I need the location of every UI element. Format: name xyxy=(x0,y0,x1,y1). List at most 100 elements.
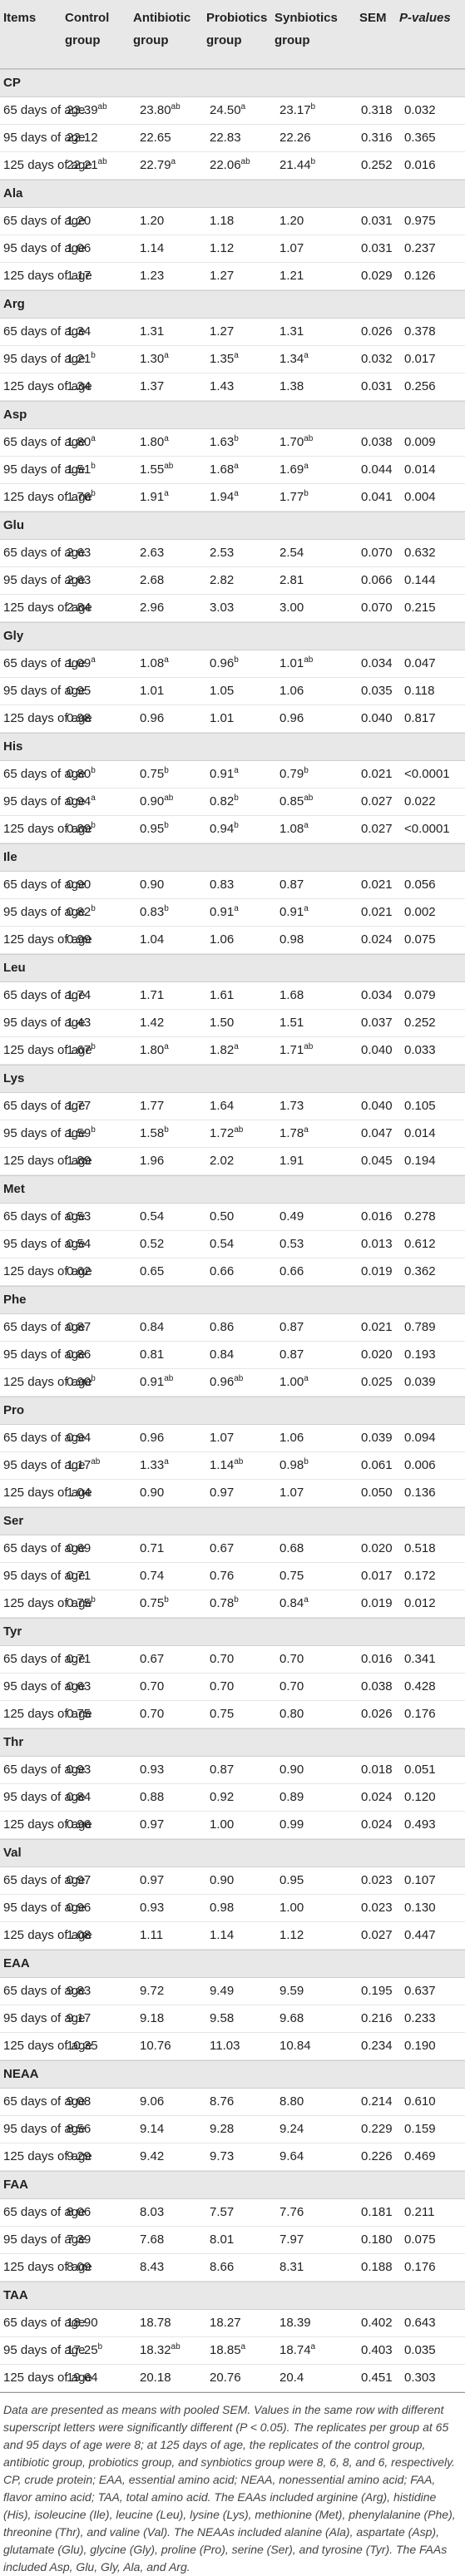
row-label: 65 days of age xyxy=(3,1320,86,1334)
control-value: 17.25b xyxy=(67,2342,102,2359)
synbiotics-value: 0.68 xyxy=(279,1540,304,1557)
antibiotic-value: 1.71 xyxy=(140,987,164,1004)
cell-value: 1.06 xyxy=(279,1431,304,1445)
table-row: 65 days of age 0.94 0.96 1.07 1.06 0.039 0.094 xyxy=(0,1425,465,1452)
sem-value: 0.019 xyxy=(361,1264,393,1278)
synbiotics-value: 9.24 xyxy=(279,2121,304,2138)
row-label: 65 days of age xyxy=(3,214,86,228)
significance-letter: b xyxy=(234,1595,239,1604)
row-label: 95 days of age xyxy=(3,573,86,587)
significance-letter: ab xyxy=(304,434,314,443)
probiotics-value: 1.06 xyxy=(210,932,234,948)
table-row: 65 days of age 0.87 0.84 0.86 0.87 0.021 0.789 xyxy=(0,1314,465,1342)
cell-value: 0.96 xyxy=(279,711,304,725)
cell-value: 10.84 xyxy=(279,2039,311,2053)
section-label: Met xyxy=(3,1182,25,1196)
probiotics-value: 1.82a xyxy=(210,1042,239,1059)
control-value: 0.99 xyxy=(67,932,91,948)
cell-value: 8.09 xyxy=(67,2260,92,2274)
sem-value: 0.318 xyxy=(361,103,393,117)
section-label: His xyxy=(3,739,23,754)
antibiotic-value: 0.65 xyxy=(140,1263,164,1280)
row-label: 65 days of age xyxy=(3,103,86,117)
synbiotics-value: 2.54 xyxy=(279,545,304,561)
table-row: 65 days of age 23.39ab 23.80ab 24.50a 23.17b… xyxy=(0,97,465,125)
cell-value: 8.80 xyxy=(279,2094,304,2109)
cell-value: 0.76 xyxy=(210,1569,235,1583)
cell-value: 0.71 xyxy=(140,1541,165,1555)
cell-value: 1.07 xyxy=(279,1486,304,1500)
sem-value: 0.016 xyxy=(361,1652,393,1666)
cell-value: 2.54 xyxy=(279,546,304,560)
cell-value: 23.17 xyxy=(279,103,311,117)
sem-value: 0.027 xyxy=(361,1928,393,1942)
table-row: 95 days of age 0.84 0.88 0.92 0.89 0.024 0.120 xyxy=(0,1784,465,1812)
synbiotics-value: 1.06 xyxy=(279,683,304,700)
synbiotics-value: 1.00 xyxy=(279,1900,304,1916)
p-value: 0.105 xyxy=(404,1099,436,1113)
antibiotic-value: 2.96 xyxy=(140,600,164,616)
cell-value: 1.07 xyxy=(279,241,304,255)
section-row: Arg xyxy=(0,290,465,319)
control-value: 9.17 xyxy=(67,2010,91,2027)
cell-value: 0.71 xyxy=(67,1569,92,1583)
cell-value: 8.76 xyxy=(210,2094,235,2109)
cell-value: 1.58 xyxy=(140,1126,165,1140)
cell-value: 0.91 xyxy=(210,905,235,919)
sem-value: 0.027 xyxy=(361,822,393,836)
probiotics-value: 0.87 xyxy=(210,1762,234,1778)
synbiotics-value: 3.00 xyxy=(279,600,304,616)
p-value: 0.975 xyxy=(404,214,436,228)
table-row: 95 days of age 22.12 22.65 22.83 22.26 0.316 0… xyxy=(0,125,465,152)
row-label: 95 days of age xyxy=(3,1347,86,1362)
p-value: 0.079 xyxy=(404,988,436,1002)
antibiotic-value: 8.03 xyxy=(140,2204,164,2221)
cell-value: 21.44 xyxy=(279,158,311,172)
table-body: CP 65 days of age 23.39ab 23.80ab 24.50a 23.1… xyxy=(0,69,465,2392)
significance-letter: a xyxy=(240,102,246,111)
probiotics-value: 1.12 xyxy=(210,240,234,257)
significance-letter: ab xyxy=(304,655,314,665)
synbiotics-value: 18.74a xyxy=(279,2342,315,2359)
probiotics-value: 0.76 xyxy=(210,1568,234,1585)
cell-value: 8.31 xyxy=(279,2260,304,2274)
table-row: 65 days of age 18.90 18.78 18.27 18.39 0.402 0… xyxy=(0,2310,465,2337)
antibiotic-value: 23.80ab xyxy=(140,102,181,119)
cell-value: 1.71 xyxy=(140,988,165,1002)
probiotics-value: 0.98 xyxy=(210,1900,234,1916)
control-value: 23.39ab xyxy=(67,102,107,119)
table-row: 65 days of age 0.69 0.71 0.67 0.68 0.020 0.518 xyxy=(0,1535,465,1563)
antibiotic-value: 8.43 xyxy=(140,2259,164,2276)
significance-letter: a xyxy=(234,904,239,913)
section-row: His xyxy=(0,733,465,761)
antibiotic-value: 1.77 xyxy=(140,1098,164,1115)
table-row: 65 days of age 1.34 1.31 1.27 1.31 0.026 0.378 xyxy=(0,319,465,346)
significance-letter: b xyxy=(304,1457,309,1466)
p-value: 0.637 xyxy=(404,1984,436,1998)
cell-value: 0.82 xyxy=(210,794,235,808)
sem-value: 0.024 xyxy=(361,932,393,947)
antibiotic-value: 1.14 xyxy=(140,240,164,257)
significance-letter: b xyxy=(91,462,96,471)
sem-value: 0.021 xyxy=(361,905,393,919)
probiotics-value: 18.27 xyxy=(210,2315,241,2331)
synbiotics-value: 21.44b xyxy=(279,157,315,174)
cell-value: 0.54 xyxy=(140,1209,165,1224)
significance-letter: a xyxy=(304,351,309,360)
significance-letter: a xyxy=(240,2342,246,2351)
cell-value: 22.79 xyxy=(140,158,171,172)
table-row: 95 days of age 0.63 0.70 0.70 0.70 0.038 0.428 xyxy=(0,1674,465,1701)
significance-letter: ab xyxy=(164,1374,174,1383)
cell-value: 9.17 xyxy=(67,2011,92,2025)
p-value: 0.612 xyxy=(404,1237,436,1251)
section-row: Ala xyxy=(0,180,465,208)
probiotics-value: 3.03 xyxy=(210,600,234,616)
control-value: 1.74 xyxy=(67,987,91,1004)
sem-value: 0.031 xyxy=(361,241,393,255)
section-label: Ala xyxy=(3,186,23,200)
cell-value: 0.90 xyxy=(210,1873,235,1887)
cell-value: 17.25 xyxy=(67,2343,98,2357)
sem-value: 0.180 xyxy=(361,2232,393,2247)
significance-letter: a xyxy=(171,157,176,166)
cell-value: 3.00 xyxy=(279,601,304,615)
